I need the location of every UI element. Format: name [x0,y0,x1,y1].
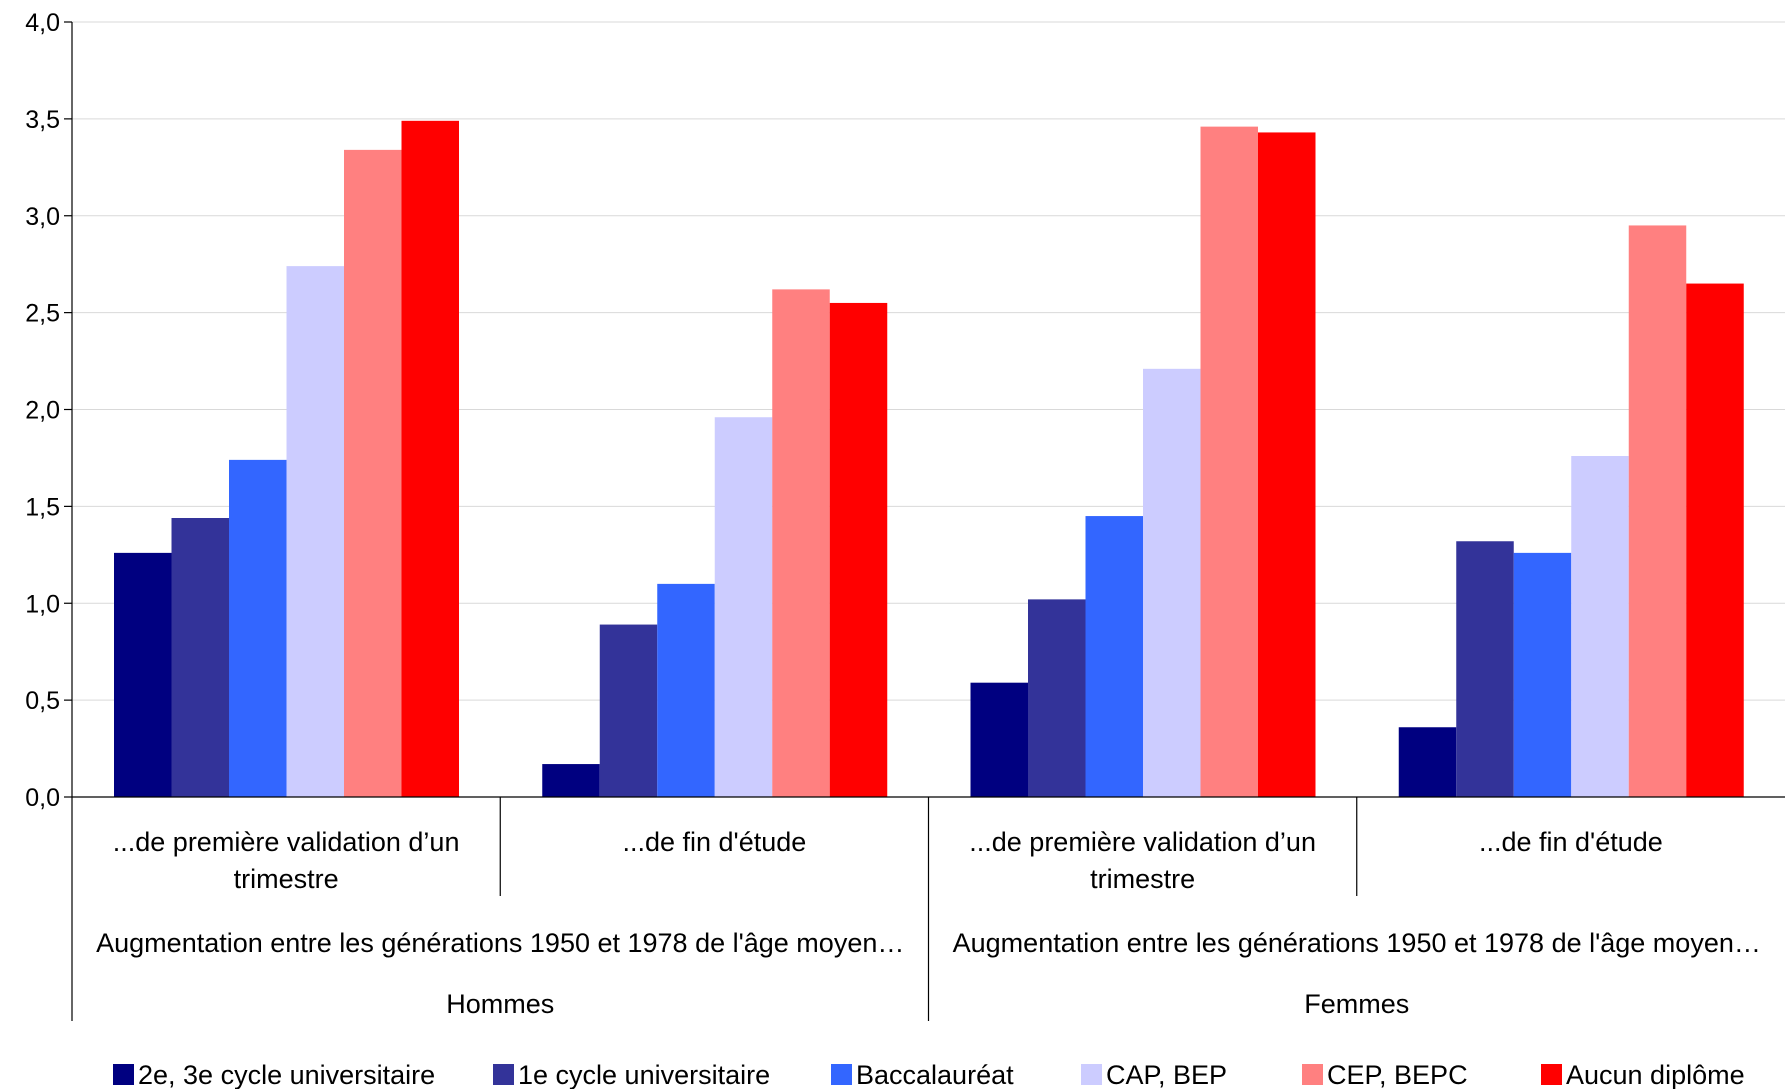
bar [1143,368,1201,797]
x-axis-category-label: trimestre [234,864,339,894]
legend-swatch [831,1064,852,1085]
bar [114,552,172,797]
bar [714,417,773,797]
legend-label: 2e, 3e cycle universitaire [138,1060,435,1089]
legend-swatch [1302,1064,1323,1085]
bar [1258,132,1316,797]
bar [970,682,1028,797]
legend-label: CAP, BEP [1106,1060,1227,1089]
x-axis-group-label: Augmentation entre les générations 1950 … [953,928,1761,958]
x-axis-sex-label: Femmes [1304,989,1409,1019]
bar [1200,126,1258,797]
bar [229,459,287,797]
bar [1513,552,1572,797]
bar [599,624,658,797]
y-axis-tick-label: 0,0 [25,784,60,812]
legend-label: 1e cycle universitaire [518,1060,770,1089]
y-axis-tick-labels: 0,0 0,5 1,0 1,5 2,0 2,5 3,0 3,5 4,0 [25,9,60,812]
y-axis-tick-label: 3,5 [25,106,60,134]
bar [401,120,459,797]
bar [657,583,715,797]
bar [772,289,830,797]
bar [1456,541,1514,797]
bar [1085,516,1143,797]
legend-label: Aucun diplôme [1566,1060,1745,1089]
legend-swatch [1081,1064,1102,1085]
bar [1398,727,1457,797]
y-axis-tick-label: 2,0 [25,397,60,425]
bar [542,764,600,797]
legend: 2e, 3e cycle universitaire 1e cycle unive… [113,1060,1745,1089]
bar [1686,283,1744,797]
x-axis-category-label: ...de fin d'étude [622,827,806,857]
legend-swatch [1541,1064,1562,1085]
legend-label: Baccalauréat [856,1060,1014,1089]
x-axis-sex-label: Hommes [446,989,554,1019]
x-axis-category-label: ...de première validation d’un [969,827,1316,857]
legend-label: CEP, BEPC [1327,1060,1468,1089]
bar [1628,225,1687,797]
y-axis-tick-label: 0,5 [25,687,60,715]
x-axis-category-label: ...de fin d'étude [1479,827,1663,857]
bar [1028,599,1086,797]
x-axis-category-label: trimestre [1090,864,1195,894]
x-axis-category-labels: ...de première validation d’un trimestre.… [96,827,1761,1019]
y-axis-tick-label: 1,5 [25,493,60,521]
bar [829,302,888,797]
y-axis-tick-label: 3,0 [25,203,60,231]
y-axis-tick-label: 2,5 [25,300,60,328]
axes [64,21,1785,1021]
bars [114,120,1744,797]
bar [1571,456,1629,797]
x-axis-category-label: ...de première validation d’un [113,827,460,857]
bar [171,518,229,797]
x-axis-group-label: Augmentation entre les générations 1950 … [96,928,904,958]
legend-swatch [113,1064,134,1085]
legend-swatch [493,1064,514,1085]
bar [344,149,402,797]
y-axis-tick-label: 1,0 [25,590,60,618]
bar [286,266,344,797]
y-axis-tick-label: 4,0 [25,9,60,37]
